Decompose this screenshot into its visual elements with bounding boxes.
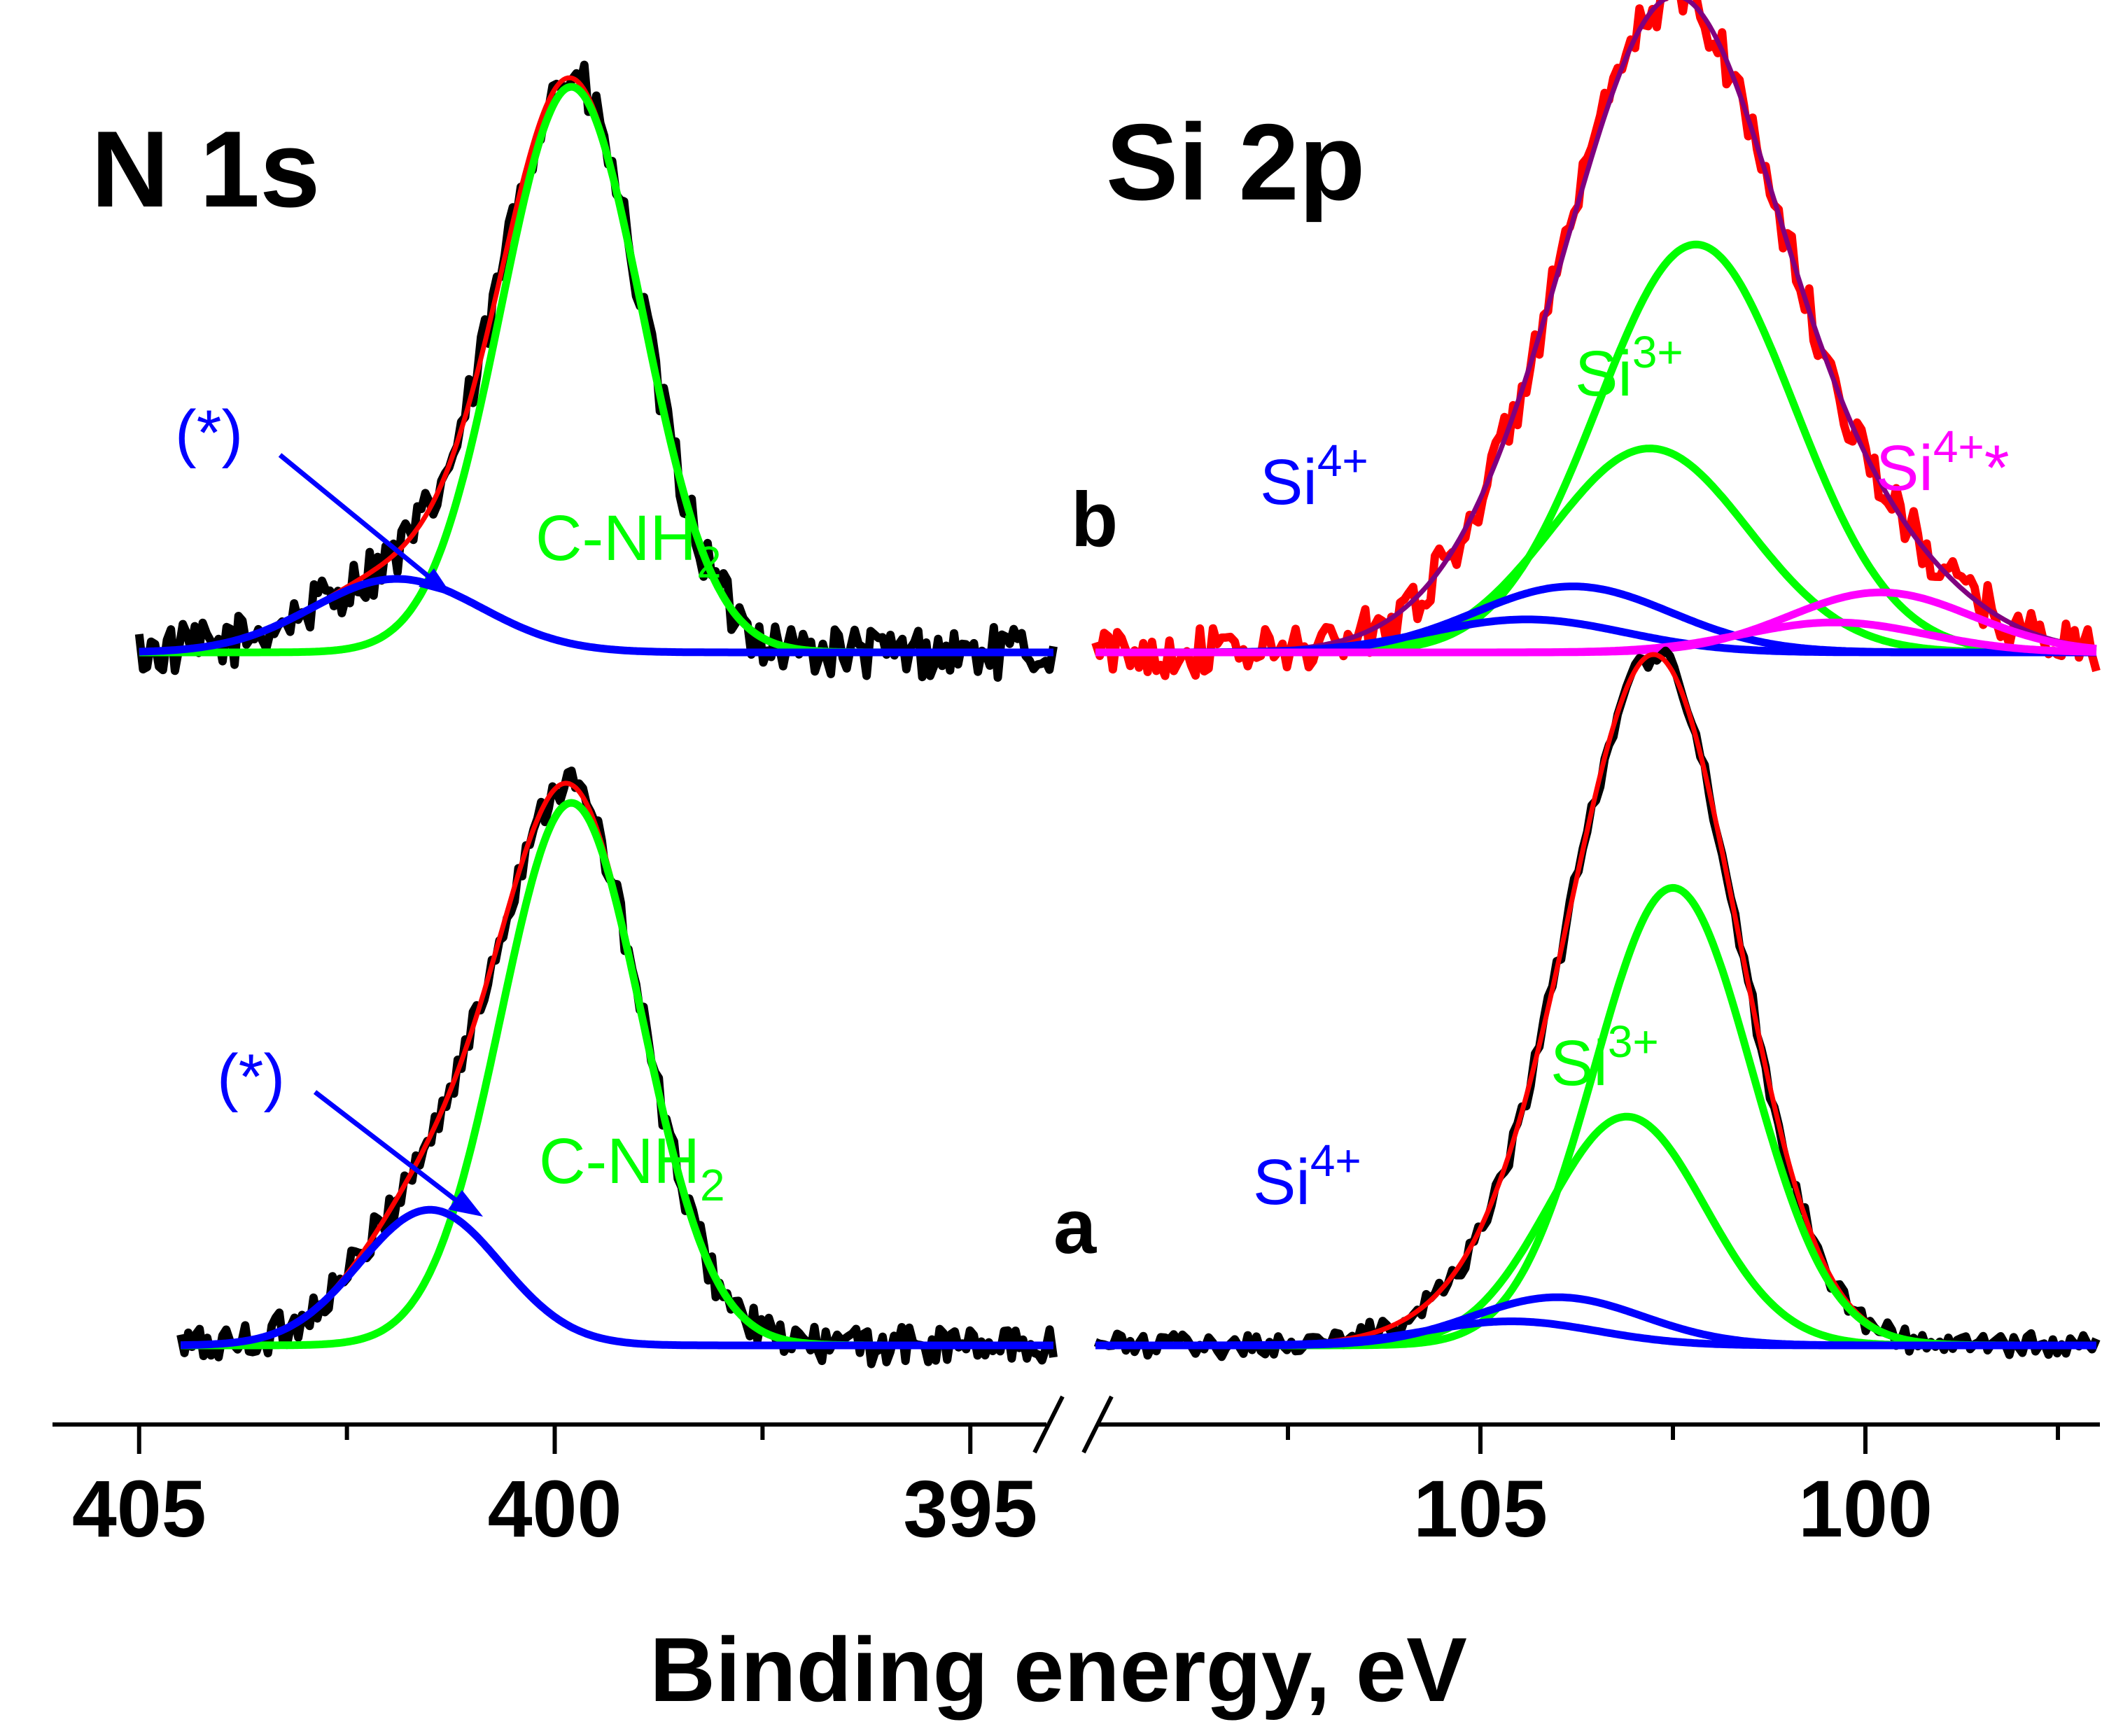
N1s-a-raw-data [176, 766, 1058, 1368]
Si2p-b-raw-data [1091, 0, 2101, 680]
tick-label-105: 105 [1413, 1464, 1548, 1554]
Si2p-a-component-1 [1093, 1112, 2099, 1350]
si3-label-a-sup: 3+ [1608, 1016, 1659, 1067]
si4star-label-b-suffix: * [1984, 433, 2010, 504]
N1s-a-fit-envelope [180, 780, 1054, 1348]
Si2p-a-fit-envelope [1095, 652, 2097, 1348]
Si2p-b-fit-envelope [1095, 0, 2097, 655]
c-nh2-label-b: C-NH2 [535, 503, 722, 587]
Si2p-b-component-1 [1093, 444, 2099, 657]
star-arrow-b [278, 453, 443, 589]
row-label-a: a [1053, 1184, 1097, 1270]
tick-label-405: 405 [72, 1464, 206, 1554]
si4star-label-b-sup: 4+ [1933, 421, 1984, 472]
si3-label-b-sup: 3+ [1632, 327, 1683, 377]
axis-break-mark-1 [1032, 1395, 1065, 1454]
Si2p-a-component-0 [1093, 883, 2099, 1350]
panel-title-si2p: Si 2p [1106, 102, 1365, 223]
N1s-a-component-1 [178, 1205, 1056, 1350]
panel-title-n1s: N 1s [91, 108, 320, 230]
si3-label-a: Si3+ [1550, 1016, 1659, 1099]
si4-label-a: Si4+ [1253, 1135, 1361, 1218]
c-nh2-label-a-base: C-NH [539, 1126, 700, 1197]
Si2p-a-component-3 [1093, 1317, 2099, 1350]
star-arrowhead-b [419, 568, 452, 596]
tick-label-400: 400 [488, 1464, 622, 1554]
Si2p-a-raw-data [1093, 646, 2101, 1362]
star-arrow-a [313, 1090, 468, 1210]
axis-break-mark-2 [1081, 1395, 1114, 1454]
si4-label-a-sup: 4+ [1310, 1135, 1361, 1186]
c-nh2-label-a-sub: 2 [700, 1160, 725, 1210]
si4star-label-b: Si4+* [1876, 421, 2010, 504]
star-label-a: (*) [217, 1042, 285, 1113]
c-nh2-label-b-base: C-NH [535, 503, 696, 574]
si4-label-a-base: Si [1253, 1147, 1310, 1218]
c-nh2-label-b-sub: 2 [696, 537, 722, 587]
Si2p-b-component-4 [1093, 588, 2099, 657]
tick-label-395: 395 [903, 1464, 1037, 1554]
Si2p-b-component-5 [1093, 618, 2099, 657]
si3-label-a-base: Si [1550, 1028, 1608, 1099]
tick-label-100: 100 [1798, 1464, 1933, 1554]
si3-label-b: Si3+ [1575, 327, 1683, 410]
row-label-b: b [1071, 477, 1118, 563]
c-nh2-label-a: C-NH2 [539, 1126, 725, 1210]
x-axis-label: Binding energy, eV [650, 1618, 1467, 1721]
si3-label-b-base: Si [1575, 338, 1632, 410]
Si2p-b-component-2 [1093, 582, 2099, 657]
si4-label-b-base: Si [1260, 447, 1317, 518]
si4star-label-b-base: Si [1876, 433, 1933, 504]
star-label-b: (*) [175, 398, 243, 469]
si4-label-b: Si4+ [1260, 435, 1368, 518]
star-arrowhead-a [448, 1190, 483, 1217]
N1s-b-component-1 [137, 575, 1056, 657]
spectra-curves [134, 0, 2101, 1368]
x-axis-ticks: 405 400 395 105 100 [72, 1424, 2060, 1554]
si4-label-b-sup: 4+ [1317, 435, 1368, 486]
